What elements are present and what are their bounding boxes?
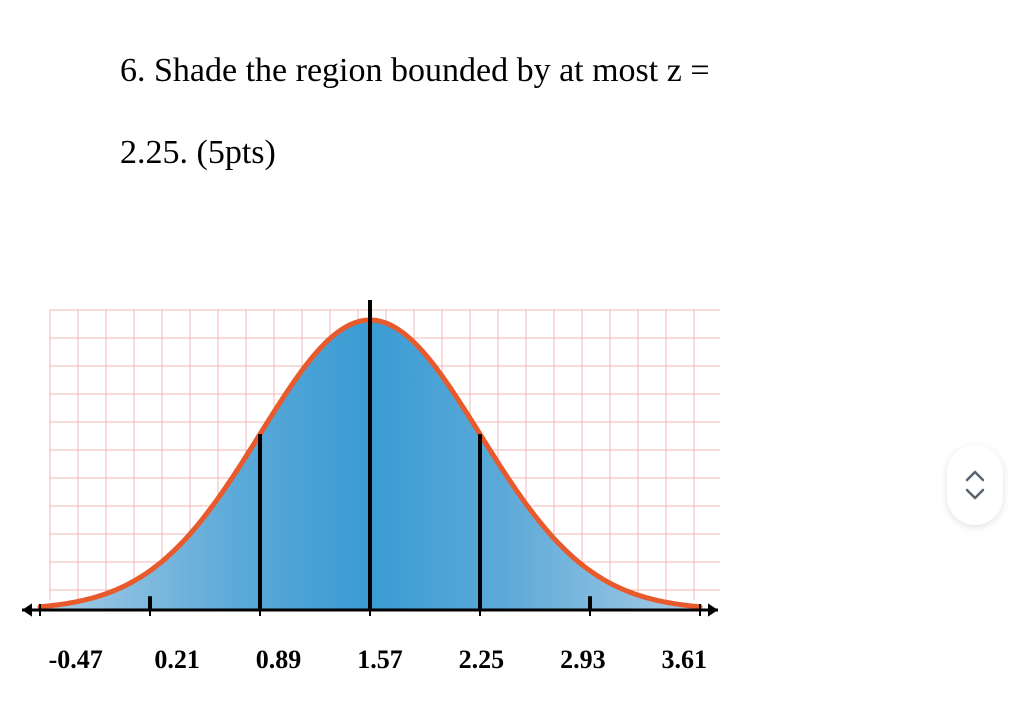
chevron-up-icon — [965, 469, 985, 483]
x-tick-label: -0.47 — [25, 645, 126, 675]
chart-container: -0.470.210.891.572.252.933.61 — [20, 290, 740, 690]
x-tick-label: 2.25 — [431, 645, 532, 675]
nav-widget[interactable] — [947, 445, 1003, 525]
x-tick-label: 0.89 — [228, 645, 329, 675]
question-text: 6. Shade the region bounded by at most z… — [120, 30, 968, 193]
x-tick-label: 0.21 — [126, 645, 227, 675]
x-axis-labels: -0.470.210.891.572.252.933.61 — [20, 635, 740, 675]
question-line2: 2.25. (5pts) — [120, 134, 276, 171]
normal-distribution-chart — [20, 290, 720, 630]
x-tick-label: 2.93 — [532, 645, 633, 675]
chevron-down-icon — [965, 487, 985, 501]
x-tick-label: 1.57 — [329, 645, 430, 675]
question-line1: 6. Shade the region bounded by at most z… — [120, 52, 710, 89]
x-tick-label: 3.61 — [634, 645, 735, 675]
